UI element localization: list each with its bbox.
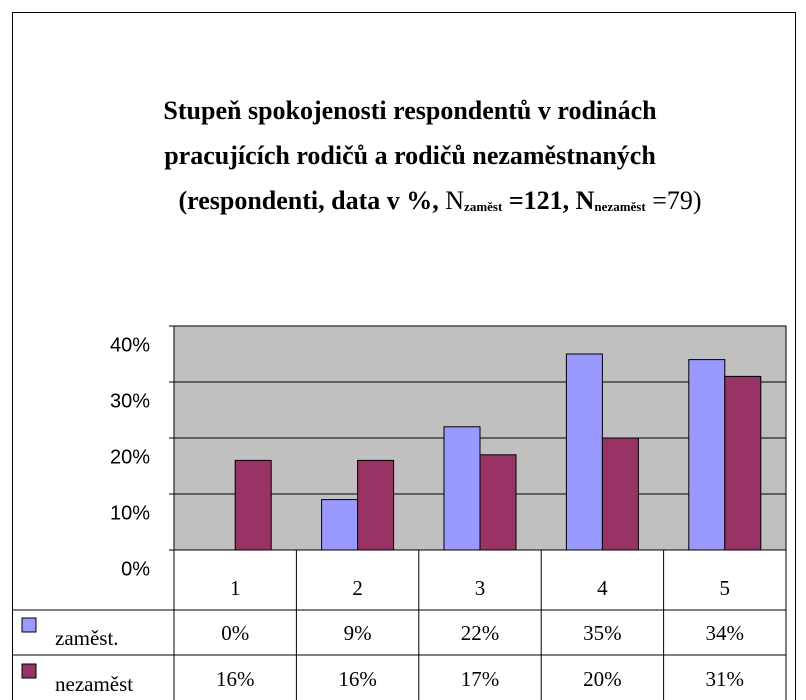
x-tick-label: 2 xyxy=(352,576,363,600)
table-cell: 16% xyxy=(216,667,255,691)
bar xyxy=(321,499,359,551)
bar xyxy=(724,375,762,551)
table-cell: 20% xyxy=(583,667,622,691)
bar xyxy=(443,426,481,551)
table-cell: 34% xyxy=(706,621,745,645)
table-cell: 0% xyxy=(221,621,249,645)
y-tick-label: 10% xyxy=(110,502,150,524)
x-tick-label: 3 xyxy=(475,576,486,600)
legend-key xyxy=(21,617,37,633)
subtitle-part: nezaměst xyxy=(594,199,646,214)
chart-title: pracujících rodičů a rodičů nezaměstnaný… xyxy=(164,141,656,170)
x-tick-label: 5 xyxy=(720,576,731,600)
bar xyxy=(565,353,603,551)
y-tick-label: 30% xyxy=(110,390,150,412)
subtitle-part: N xyxy=(576,186,595,215)
table-cell: 16% xyxy=(338,667,377,691)
y-tick-label: 0% xyxy=(121,558,150,580)
subtitle-part: =121, xyxy=(502,186,575,215)
table-cell: 9% xyxy=(344,621,372,645)
bar xyxy=(601,437,639,551)
x-tick-label: 4 xyxy=(597,576,608,600)
y-tick-label: 20% xyxy=(110,446,150,468)
bar xyxy=(357,459,395,551)
subtitle-part: (respondenti, data v %, xyxy=(178,186,445,215)
chart-title: Stupeň spokojenosti respondentů v rodiná… xyxy=(163,96,657,125)
legend-label: nezaměst xyxy=(55,672,133,696)
table-cell: 35% xyxy=(583,621,622,645)
subtitle-part: =79) xyxy=(646,186,702,215)
x-tick-label: 1 xyxy=(230,576,241,600)
legend-label: zaměst. xyxy=(55,626,119,650)
subtitle-part: N xyxy=(445,186,464,215)
bar xyxy=(234,459,272,551)
legend-key xyxy=(21,663,37,679)
bar xyxy=(479,454,517,551)
chart-subtitle: (respondenti, data v %, Nzaměst =121, Nn… xyxy=(178,186,701,215)
table-cell: 22% xyxy=(461,621,500,645)
subtitle-part: zaměst xyxy=(464,199,503,214)
y-tick-label: 40% xyxy=(110,334,150,356)
table-cell: 31% xyxy=(706,667,745,691)
table-cell: 17% xyxy=(461,667,500,691)
chart-border xyxy=(12,12,796,700)
bar xyxy=(688,359,726,551)
